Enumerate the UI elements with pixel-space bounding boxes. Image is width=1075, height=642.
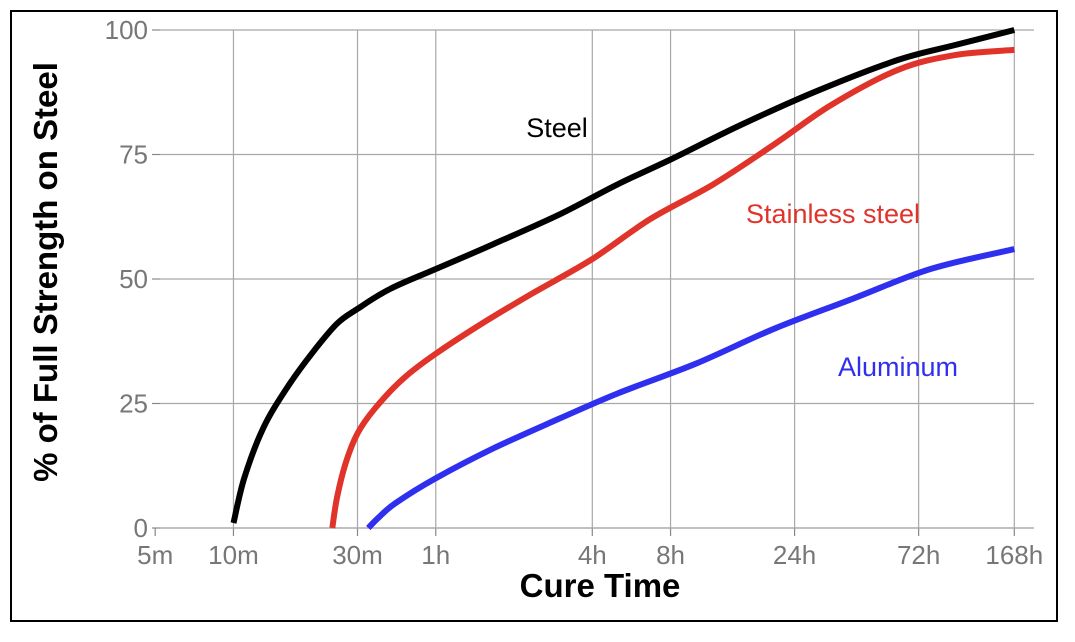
series-line-steel: [230, 27, 1016, 524]
series-label-aluminum: Aluminum: [838, 352, 958, 382]
y-tick-labels: 0 25 50 75 100: [105, 15, 148, 543]
series-labels: Steel Stainless steel Aluminum: [526, 113, 958, 382]
series-lines: [230, 27, 1016, 531]
y-tick-label: 100: [105, 15, 148, 45]
series-line-aluminum: [366, 246, 1015, 531]
y-tick-label: 0: [134, 513, 148, 543]
x-tick-label: 8h: [656, 540, 685, 570]
x-tick-label: 10m: [208, 540, 259, 570]
x-axis-title: Cure Time: [520, 567, 681, 604]
x-tick-label: 5m: [137, 540, 173, 570]
x-tick-label: 24h: [773, 540, 816, 570]
chart-frame: [10, 10, 1058, 622]
series-label-stainless-steel: Stainless steel: [746, 199, 920, 229]
x-tick-label: 168h: [985, 540, 1043, 570]
y-tick-label: 25: [119, 389, 148, 419]
grid-lines: [152, 29, 1034, 536]
y-axis-title: % of Full Strength on Steel: [27, 62, 64, 482]
x-tick-label: 1h: [421, 540, 450, 570]
series-line-stainless-steel: [329, 46, 1015, 529]
y-tick-label: 50: [119, 264, 148, 294]
x-tick-label: 4h: [578, 540, 607, 570]
x-tick-label: 72h: [897, 540, 940, 570]
x-tick-labels: 5m 10m 30m 1h 4h 8h 24h 72h 168h: [137, 540, 1043, 570]
y-tick-label: 75: [119, 140, 148, 170]
series-label-steel: Steel: [526, 113, 588, 143]
x-tick-label: 30m: [332, 540, 383, 570]
